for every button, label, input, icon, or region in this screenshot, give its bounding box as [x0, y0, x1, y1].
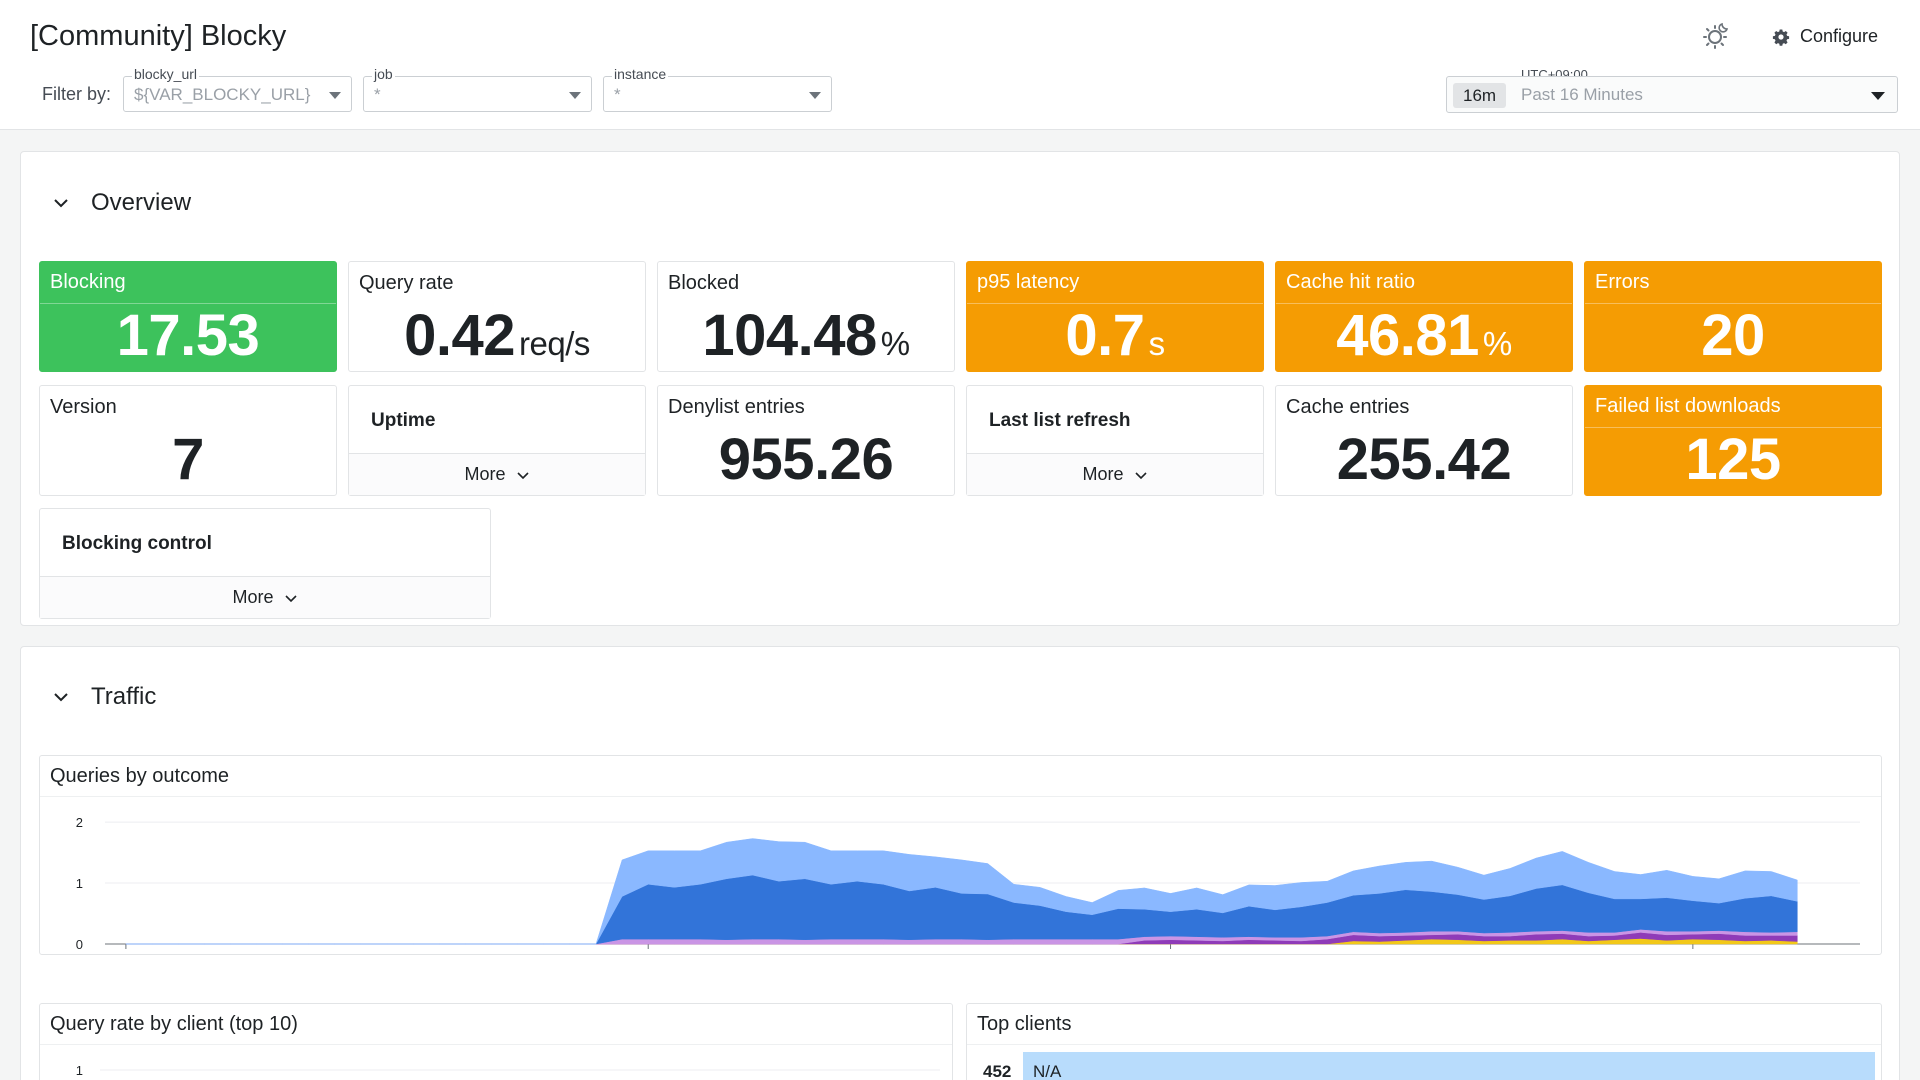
tile-value: 955.26	[718, 427, 894, 492]
tile-label: Query rate	[359, 272, 454, 294]
collapsed-tile-uptime: Uptime More	[348, 385, 646, 496]
configure-label: Configure	[1800, 26, 1879, 46]
stat-tile-query-rate[interactable]: Query rate 0.42 req/s	[348, 261, 646, 372]
tile-value: 255.42	[1336, 427, 1512, 492]
stat-tile-failed-list-downloads[interactable]: Failed list downloads 125	[1584, 385, 1882, 496]
overview-header[interactable]: Overview	[51, 189, 191, 217]
tile-label: Failed list downloads	[1595, 395, 1781, 417]
queries-by-outcome-chart[interactable]: 01201:3001:3501:4001:4501:5001:55	[40, 796, 1882, 955]
caret-down-icon	[329, 92, 341, 99]
time-range-picker[interactable]: 16m Past 16 Minutes	[1446, 76, 1898, 113]
top-client-row[interactable]: 452 N/A	[967, 1052, 1881, 1080]
chevron-down-icon	[516, 471, 529, 479]
caret-down-icon	[569, 92, 581, 99]
configure-button[interactable]: Configure	[1772, 26, 1878, 47]
tile-divider	[1585, 427, 1881, 428]
tile-divider	[1276, 303, 1572, 304]
tile-label: Errors	[1595, 271, 1650, 293]
time-range-badge: 16m	[1453, 83, 1507, 108]
x-tick-label: 01:30	[110, 952, 143, 955]
stat-tile-blocked[interactable]: Blocked 104.48%	[657, 261, 955, 372]
tile-value: 20	[1701, 303, 1765, 368]
traffic-header[interactable]: Traffic	[51, 683, 156, 711]
tile-divider	[1585, 303, 1881, 304]
top-client-count: 452	[983, 1062, 1012, 1080]
chevron-down-icon	[1134, 471, 1147, 479]
tile-label: Blocking control	[62, 533, 212, 554]
x-tick-label: 01:45	[1677, 952, 1710, 955]
top-client-name: N/A	[1033, 1062, 1062, 1080]
stat-tile-p95-latency[interactable]: p95 latency 0.7 s	[966, 261, 1264, 372]
traffic-section: Traffic Queries by outcome 0 1 2 01:30 01:35…	[20, 646, 1900, 1080]
tile-value: 0.42 req/s	[404, 303, 590, 368]
time-range-text: Past 16 Minutes	[1521, 85, 1643, 104]
panel-query-rate-by-client[interactable]: Query rate by client (top 10) 1	[39, 1003, 953, 1080]
tile-value: 46.81%	[1336, 303, 1512, 368]
filter-field-value: ${VAR_BLOCKY_URL}	[134, 85, 311, 104]
instance-filter[interactable]: instance *	[603, 66, 832, 112]
stat-tile-cache-hit-ratio[interactable]: Cache hit ratio 46.81%	[1275, 261, 1573, 372]
query-rate-by-client-chart[interactable]: 1	[40, 1044, 953, 1080]
panel-title: Queries by outcome	[50, 765, 229, 787]
tile-label: Cache hit ratio	[1286, 271, 1415, 293]
caret-down-icon	[809, 92, 821, 99]
tile-value: 125	[1685, 427, 1781, 492]
chevron-down-icon	[54, 199, 68, 208]
more-button[interactable]: More	[349, 453, 645, 495]
chevron-down-icon	[54, 693, 68, 702]
blocky-url-filter[interactable]: blocky_url ${VAR_BLOCKY_URL}	[123, 66, 352, 112]
tile-value: 7	[172, 427, 204, 492]
stat-tile-cache-entries[interactable]: Cache entries 255.42	[1275, 385, 1573, 496]
tile-value: 104.48%	[702, 303, 910, 368]
filter-field-value: *	[614, 85, 621, 104]
page-title: [Community] Blocky	[30, 20, 287, 52]
overview-section: Overview Blocking 17.53 Query rate 0.42 r…	[20, 151, 1900, 626]
stat-tile-denylist-entries[interactable]: Denylist entries 955.26	[657, 385, 955, 496]
tile-label: Denylist entries	[668, 396, 805, 418]
tile-label: Uptime	[371, 410, 436, 431]
collapsed-tile-last-list-refresh: Last list refresh More	[966, 385, 1264, 496]
filter-label: Filter by:	[42, 84, 112, 104]
filter-field-label: blocky_url	[132, 66, 200, 82]
more-button[interactable]: More	[967, 453, 1263, 495]
area-series-4	[125, 838, 1798, 945]
caret-down-icon	[1871, 92, 1885, 100]
section-title: Traffic	[91, 683, 157, 710]
y-tick-label: 1	[76, 876, 83, 891]
tile-value: 0.7 s	[1065, 303, 1165, 368]
panel-top-clients[interactable]: Top clients 452 N/A	[966, 1003, 1882, 1080]
y-tick-label: 0	[76, 937, 83, 952]
y-tick-label: 1	[76, 1063, 83, 1078]
stat-tile-version[interactable]: Version 7	[39, 385, 337, 496]
tile-divider	[967, 303, 1263, 304]
theme-toggle-icon[interactable]	[1700, 20, 1732, 52]
y-tick-label: 2	[76, 815, 83, 830]
chevron-down-icon	[284, 594, 297, 602]
stat-tile-errors[interactable]: Errors 20	[1584, 261, 1882, 372]
filter-field-value: *	[374, 85, 381, 104]
gear-icon	[1772, 29, 1790, 46]
x-tick-label: 01:40	[1154, 952, 1187, 955]
top-client-bar	[1023, 1052, 1875, 1080]
tile-label: Blocked	[668, 272, 740, 294]
x-tick-label: 01:35	[632, 952, 665, 955]
tile-label: Cache entries	[1286, 396, 1410, 418]
panel-title: Top clients	[977, 1013, 1072, 1035]
section-title: Overview	[91, 189, 192, 216]
collapsed-tile-blocking-control: Blocking control More	[39, 508, 491, 619]
more-button[interactable]: More	[40, 576, 490, 618]
tile-label: p95 latency	[977, 271, 1080, 293]
panel-queries-by-outcome[interactable]: Queries by outcome 0 1 2 01:30 01:35 01:40 01:…	[39, 755, 1882, 955]
tile-label: Version	[50, 396, 117, 418]
filter-field-label: instance	[612, 66, 669, 82]
tile-value: 17.53	[116, 303, 260, 368]
tile-divider	[40, 303, 336, 304]
tile-label: Last list refresh	[989, 410, 1131, 431]
tile-label: Blocking	[50, 271, 126, 293]
stat-tile-blocking[interactable]: Blocking 17.53	[39, 261, 337, 372]
job-filter[interactable]: job *	[363, 66, 592, 112]
filter-field-label: job	[372, 66, 395, 82]
dashboard-header: [Community] Blocky Filter by: blocky_url…	[0, 0, 1920, 130]
panel-title: Query rate by client (top 10)	[50, 1013, 298, 1035]
